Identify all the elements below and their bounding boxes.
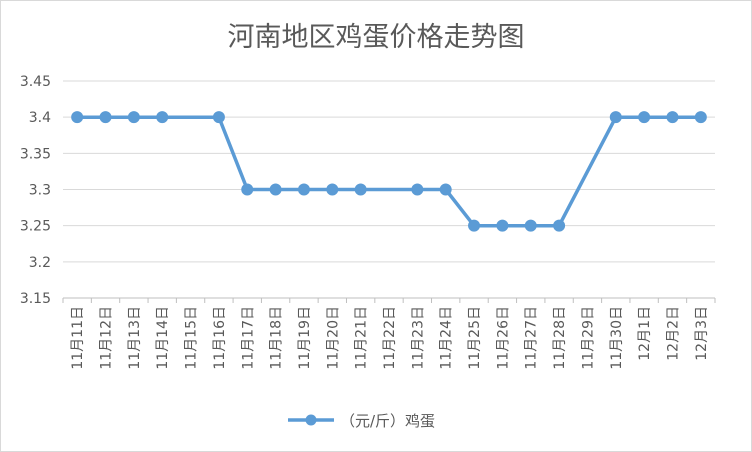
x-tick-label: 11月12日 — [99, 306, 115, 370]
x-tick-label: 11月27日 — [524, 306, 540, 370]
y-tick-label: 3.4 — [29, 110, 51, 126]
x-tick-label: 11月25日 — [467, 306, 483, 370]
data-point — [127, 111, 140, 124]
data-point — [212, 111, 225, 124]
data-point — [694, 111, 707, 124]
y-tick-label: 3.35 — [20, 146, 51, 162]
data-point — [553, 219, 566, 232]
x-tick-label: 11月18日 — [269, 306, 285, 370]
series-layer — [71, 111, 707, 232]
x-axis: 11月11日 11月12日 11月13日 11月14日 11月15日 11月16日 11月1… — [62, 297, 716, 370]
data-point — [666, 111, 679, 124]
y-axis: 3.15 3.2 3.25 3.3 3.35 3.4 3.45 — [20, 74, 51, 307]
x-tick-label: 12月3日 — [694, 306, 710, 361]
x-tick-label: 11月22日 — [382, 306, 398, 370]
chart-title: 河南地区鸡蛋价格走势图 — [227, 22, 525, 53]
gridlines — [63, 80, 715, 263]
data-point — [524, 219, 537, 232]
x-tick-label: 11月26日 — [495, 306, 511, 370]
x-tick-label: 11月23日 — [410, 306, 426, 370]
x-tick-label: 12月1日 — [637, 306, 653, 361]
y-tick-label: 3.3 — [29, 183, 51, 199]
x-tick-label: 11月20日 — [325, 306, 341, 370]
data-point — [297, 183, 310, 196]
series-line — [75, 115, 703, 228]
y-tick-label: 3.25 — [20, 219, 51, 235]
y-tick-label: 3.2 — [29, 255, 51, 271]
x-tick-label: 11月16日 — [212, 306, 228, 370]
legend: （元/斤）鸡蛋 — [288, 412, 435, 430]
data-point — [411, 183, 424, 196]
x-tick-label: 11月11日 — [70, 306, 86, 370]
data-point — [156, 111, 169, 124]
x-tick-label: 11月14日 — [155, 306, 171, 370]
x-tick-label: 11月30日 — [609, 306, 625, 370]
x-tick-label: 11月15日 — [184, 306, 200, 370]
x-tick-label: 11月19日 — [297, 306, 313, 370]
y-tick-label: 3.15 — [20, 291, 51, 307]
legend-label: （元/斤）鸡蛋 — [340, 412, 435, 430]
y-tick-label: 3.45 — [20, 74, 51, 90]
legend-marker — [305, 414, 317, 426]
data-point — [496, 219, 509, 232]
data-point — [241, 183, 254, 196]
x-tick-label: 11月29日 — [580, 306, 596, 370]
x-tick-label: 11月24日 — [439, 306, 455, 370]
data-point — [99, 111, 112, 124]
data-point — [71, 111, 84, 124]
data-point — [609, 111, 622, 124]
x-tick-label: 11月13日 — [127, 306, 143, 370]
data-point — [638, 111, 651, 124]
x-tick-label: 11月21日 — [354, 306, 370, 370]
data-point — [354, 183, 367, 196]
data-point — [439, 183, 452, 196]
data-point — [269, 183, 282, 196]
data-point — [468, 219, 481, 232]
x-tick-label: 11月17日 — [240, 306, 256, 370]
x-tick-label: 12月2日 — [665, 306, 681, 361]
data-point — [326, 183, 339, 196]
x-tick-label: 11月28日 — [552, 306, 568, 370]
